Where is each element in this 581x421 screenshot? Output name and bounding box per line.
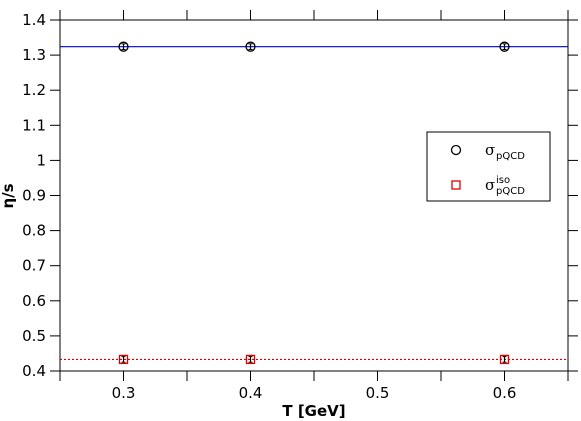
y-tick-label: 1 bbox=[36, 151, 46, 169]
circle-marker bbox=[245, 41, 256, 52]
y-tick-label: 0.6 bbox=[22, 292, 46, 310]
y-tick-label: 1.3 bbox=[22, 46, 46, 64]
legend-label-sigma_pqcd: σ bbox=[485, 141, 495, 159]
legend-square-marker bbox=[451, 180, 461, 190]
circle-marker bbox=[499, 41, 510, 52]
data-points bbox=[118, 41, 510, 365]
x-tick-label: 0.4 bbox=[239, 384, 263, 402]
legend-label-sigma_iso_pqcd: σ bbox=[485, 176, 495, 194]
square-marker bbox=[245, 354, 256, 365]
y-tick-label: 0.9 bbox=[22, 187, 46, 205]
y-tick-label: 1.1 bbox=[22, 116, 46, 134]
y-tick-label: 1.2 bbox=[22, 81, 46, 99]
data-point-sigma_iso_pqcd bbox=[499, 354, 510, 365]
x-tick-label: 0.3 bbox=[112, 384, 136, 402]
legend-subscript: pQCD bbox=[496, 186, 525, 197]
legend-box bbox=[426, 131, 551, 202]
legend-superscript: iso bbox=[496, 175, 510, 186]
tick-labels: 0.3 0.4 0.5 0.6 0.4 0.5 0.6 0.7 0.8 0.9 1 1.1 1.2 1.3… bbox=[22, 11, 516, 402]
square-marker bbox=[118, 354, 129, 365]
y-tick-label: 0.4 bbox=[22, 362, 46, 380]
circle-marker bbox=[118, 41, 129, 52]
x-tick-label: 0.5 bbox=[366, 384, 390, 402]
data-point-sigma_iso_pqcd bbox=[245, 354, 256, 365]
y-tick-label: 1.4 bbox=[22, 11, 46, 29]
y-tick-label: 0.8 bbox=[22, 222, 46, 240]
axis-ticks bbox=[50, 10, 578, 381]
data-point-sigma_pqcd bbox=[118, 41, 129, 52]
data-point-sigma_iso_pqcd bbox=[118, 354, 129, 365]
reference-lines bbox=[60, 46, 568, 361]
square-marker bbox=[499, 354, 510, 365]
x-tick-label: 0.6 bbox=[493, 384, 517, 402]
y-tick-label: 0.5 bbox=[22, 327, 46, 345]
x-axis-title: T [GeV] bbox=[282, 402, 345, 420]
y-tick-label: 0.7 bbox=[22, 257, 46, 275]
data-point-sigma_pqcd bbox=[499, 41, 510, 52]
legend-circle-marker bbox=[450, 144, 462, 156]
legend-subscript: pQCD bbox=[496, 151, 525, 162]
y-axis-title: η/s bbox=[0, 183, 17, 208]
data-point-sigma_pqcd bbox=[245, 41, 256, 52]
